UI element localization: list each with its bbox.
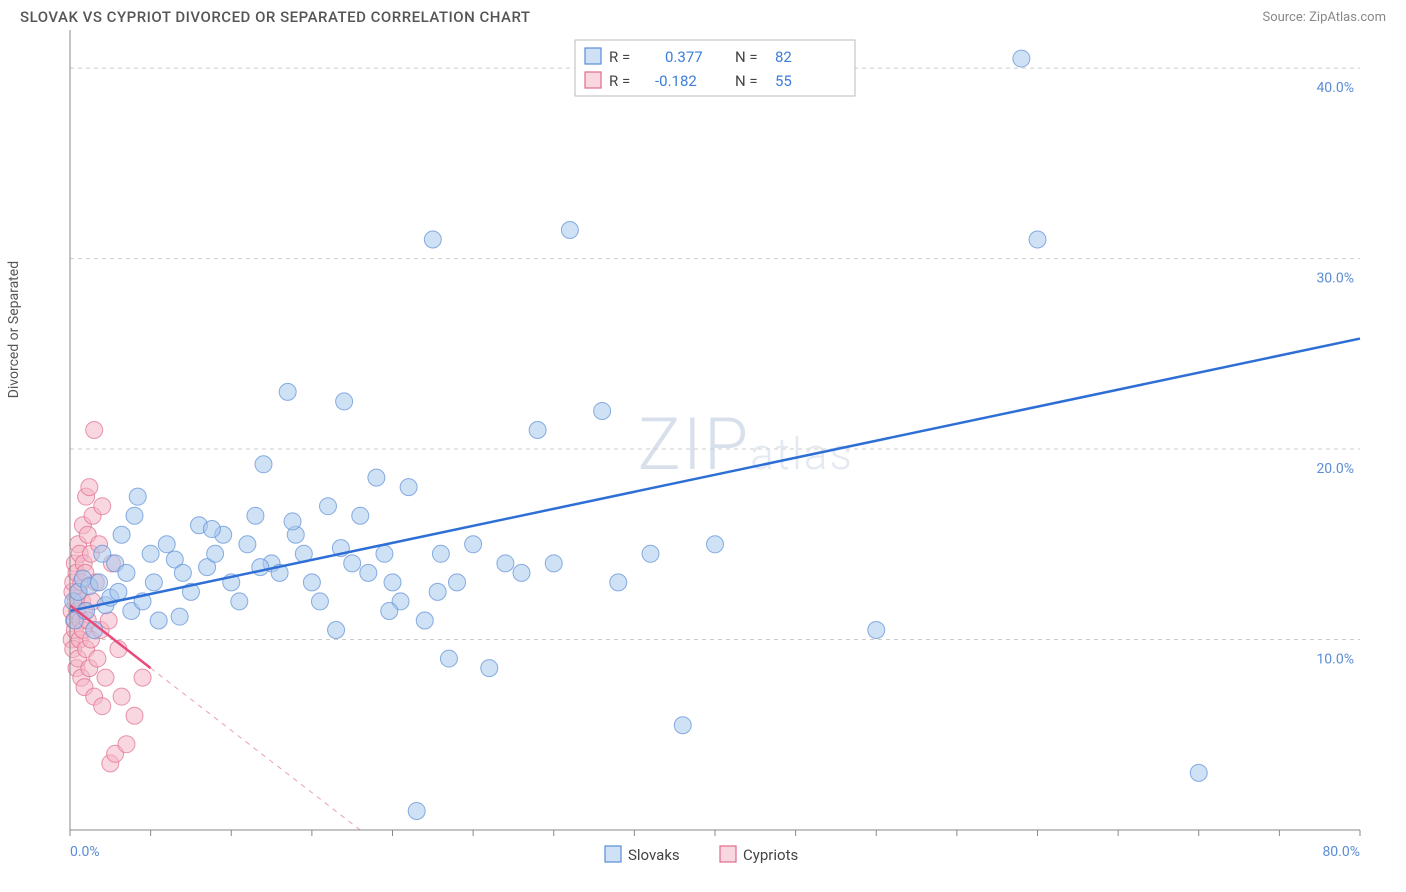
legend-n-label: N = [735, 72, 758, 90]
chart-title: SLOVAK VS CYPRIOT DIVORCED OR SEPARATED … [20, 8, 531, 26]
data-point-slovak [561, 222, 578, 239]
legend-n-slovaks: 82 [775, 48, 792, 66]
y-axis-label: Divorced or Separated [6, 261, 22, 398]
source-attribution: Source: ZipAtlas.com [1262, 10, 1386, 25]
data-point-slovak [440, 650, 457, 667]
regression-line-slovaks [70, 339, 1360, 611]
data-point-cypriot [97, 669, 114, 686]
legend-swatch-cypriots [585, 72, 601, 88]
data-point-slovak [142, 545, 159, 562]
data-point-slovak [384, 574, 401, 591]
data-point-slovak [247, 507, 264, 524]
y-tick-label: 20.0% [1316, 461, 1354, 477]
data-point-slovak [497, 555, 514, 572]
data-point-cypriot [134, 669, 151, 686]
correlation-scatter-chart: ZIPatlas 10.0% 20.0% 30.0% 40.0% 0.0% 80.0% R =… [20, 30, 1386, 888]
data-point-slovak [424, 231, 441, 248]
data-point-slovak [320, 498, 337, 515]
data-point-slovak [610, 574, 627, 591]
y-tick-label: 40.0% [1316, 80, 1354, 96]
data-point-slovak [449, 574, 466, 591]
data-point-slovak [239, 536, 256, 553]
data-point-slovak [150, 612, 167, 629]
data-point-slovak [336, 393, 353, 410]
data-point-slovak [642, 545, 659, 562]
legend-swatch-slovaks-bottom [605, 846, 621, 862]
data-point-slovak [328, 622, 345, 639]
data-point-slovak [1190, 764, 1207, 781]
data-point-slovak [674, 717, 691, 734]
legend-r-label: R = [609, 48, 630, 66]
data-point-slovak [408, 802, 425, 819]
data-point-slovak [368, 469, 385, 486]
data-point-slovak [400, 479, 417, 496]
data-point-slovak [171, 608, 188, 625]
data-point-slovak [432, 545, 449, 562]
data-point-slovak [231, 593, 248, 610]
data-point-cypriot [100, 612, 117, 629]
data-point-cypriot [86, 422, 103, 439]
data-point-slovak [376, 545, 393, 562]
legend-label-slovaks: Slovaks [628, 846, 680, 864]
data-point-cypriot [94, 498, 111, 515]
data-point-slovak [360, 564, 377, 581]
legend-swatch-slovaks [585, 48, 601, 64]
data-point-slovak [344, 555, 361, 572]
data-point-slovak [91, 574, 108, 591]
x-tick-label: 0.0% [70, 844, 100, 860]
data-point-slovak [465, 536, 482, 553]
regression-line-cypriots-ext [151, 668, 361, 830]
data-point-cypriot [113, 688, 130, 705]
data-point-slovak [481, 660, 498, 677]
legend-r-cypriots: -0.182 [655, 72, 697, 90]
data-point-slovak [118, 564, 135, 581]
data-point-slovak [868, 622, 885, 639]
data-point-slovak [284, 513, 301, 530]
data-point-slovak [129, 488, 146, 505]
data-point-slovak [113, 526, 130, 543]
watermark: ZIPatlas [638, 402, 854, 487]
data-point-slovak [707, 536, 724, 553]
data-point-slovak [352, 507, 369, 524]
data-point-slovak [255, 456, 272, 473]
data-point-cypriot [81, 479, 98, 496]
data-point-slovak [207, 545, 224, 562]
data-point-slovak [126, 507, 143, 524]
data-point-cypriot [89, 650, 106, 667]
legend-label-cypriots: Cypriots [743, 846, 798, 864]
data-point-slovak [110, 583, 127, 600]
data-point-slovak [416, 612, 433, 629]
data-point-slovak [303, 574, 320, 591]
data-point-slovak [529, 422, 546, 439]
x-tick-label: 80.0% [1322, 844, 1360, 860]
data-point-slovak [1013, 50, 1030, 67]
data-point-slovak [279, 383, 296, 400]
data-point-slovak [311, 593, 328, 610]
y-tick-label: 10.0% [1316, 652, 1354, 668]
data-point-slovak [203, 521, 220, 538]
data-point-cypriot [94, 698, 111, 715]
data-point-cypriot [126, 707, 143, 724]
legend-r-label: R = [609, 72, 630, 90]
data-point-slovak [145, 574, 162, 591]
data-point-slovak [381, 602, 398, 619]
data-point-slovak [1029, 231, 1046, 248]
data-point-slovak [158, 536, 175, 553]
data-point-slovak [545, 555, 562, 572]
data-point-slovak [174, 564, 191, 581]
legend-r-slovaks: 0.377 [665, 48, 703, 66]
y-tick-label: 30.0% [1316, 271, 1354, 287]
legend-n-cypriots: 55 [775, 72, 792, 90]
legend-n-label: N = [735, 48, 758, 66]
data-point-slovak [513, 564, 530, 581]
data-point-slovak [594, 402, 611, 419]
legend-swatch-cypriots-bottom [720, 846, 736, 862]
data-point-slovak [429, 583, 446, 600]
data-point-cypriot [118, 736, 135, 753]
